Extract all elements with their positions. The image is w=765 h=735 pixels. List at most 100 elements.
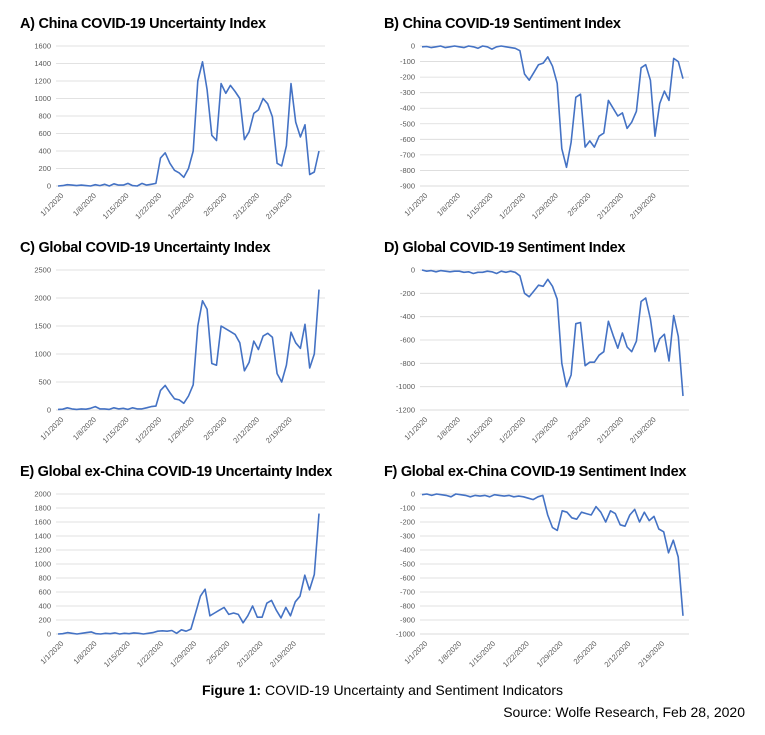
series-line bbox=[421, 493, 684, 616]
chart-title: Global ex-China COVID-19 Uncertainty Ind… bbox=[37, 464, 333, 480]
panel-letter: A) bbox=[20, 16, 35, 32]
y-tick-label: -400 bbox=[400, 312, 415, 321]
x-tick-label: 1/8/2020 bbox=[436, 639, 463, 666]
y-tick-label: 200 bbox=[38, 616, 51, 625]
y-tick-label: -200 bbox=[400, 73, 415, 82]
panel-letter: F) bbox=[384, 464, 398, 480]
y-tick-label: -900 bbox=[400, 616, 415, 625]
x-tick-label: 1/8/2020 bbox=[435, 191, 462, 218]
x-tick-label: 1/1/2020 bbox=[38, 415, 65, 442]
x-tick-label: 1/22/2020 bbox=[497, 415, 527, 445]
y-tick-label: 1000 bbox=[34, 94, 51, 103]
x-tick-label: 1/8/2020 bbox=[71, 415, 98, 442]
y-tick-label: -1000 bbox=[396, 382, 415, 391]
x-tick-label: 2/5/2020 bbox=[566, 191, 593, 218]
x-tick-label: 1/29/2020 bbox=[530, 415, 560, 445]
x-tick-label: 1/15/2020 bbox=[467, 639, 497, 669]
x-tick-label: 1/22/2020 bbox=[133, 415, 163, 445]
chart-global-ex-china-sentiment: 0 -100 -200 -300 -400 -500 -600 -700 -800 -900 -10… bbox=[396, 490, 689, 669]
y-tick-label: 1500 bbox=[34, 322, 51, 331]
y-tick-label: 200 bbox=[38, 164, 51, 173]
y-tick-label: -700 bbox=[400, 588, 415, 597]
y-tick-label: 0 bbox=[47, 182, 51, 191]
x-tick-label: 1/1/2020 bbox=[402, 415, 429, 442]
series-line bbox=[421, 45, 684, 169]
x-tick-label: 1/15/2020 bbox=[465, 415, 495, 445]
y-tick-label: -500 bbox=[400, 560, 415, 569]
x-tick-label: 2/5/2020 bbox=[566, 415, 593, 442]
y-tick-label: 600 bbox=[38, 588, 51, 597]
x-tick-label: 1/15/2020 bbox=[101, 191, 131, 221]
panel-letter: E) bbox=[20, 464, 34, 480]
panel-letter: B) bbox=[384, 16, 399, 32]
series-line bbox=[57, 513, 320, 635]
x-tick-label: 1/29/2020 bbox=[166, 191, 196, 221]
figure-label: Figure 1: bbox=[201, 682, 262, 698]
x-tick-label: 2/5/2020 bbox=[204, 639, 231, 666]
x-tick-label: 1/1/2020 bbox=[402, 191, 429, 218]
x-tick-label: 1/1/2020 bbox=[38, 191, 65, 218]
chart-china-sentiment: 0-100-200-300-400-500-600-700-800-9001/1… bbox=[400, 42, 689, 221]
panel-f: F) Global ex-China COVID-19 Sentiment In… bbox=[384, 464, 759, 689]
x-tick-label: 2/19/2020 bbox=[628, 415, 658, 445]
y-tick-label: 2000 bbox=[34, 490, 51, 499]
panel-d: D) Global COVID-19 Sentiment Index 0 -200… bbox=[384, 240, 759, 465]
x-tick-label: 1/1/2020 bbox=[38, 639, 65, 666]
y-tick-label: -600 bbox=[400, 135, 415, 144]
chart-china-uncertainty: 0 200 400 600 800 1000 1200 1400 1600 1/1/2020 1/8… bbox=[34, 42, 325, 221]
x-tick-label: 1/22/2020 bbox=[497, 191, 527, 221]
panel-title: B) China COVID-19 Sentiment Index bbox=[384, 16, 621, 32]
y-tick-label: 1600 bbox=[34, 42, 51, 51]
x-tick-label: 2/5/2020 bbox=[202, 191, 229, 218]
y-tick-label: 1200 bbox=[34, 77, 51, 86]
y-tick-label: -800 bbox=[400, 359, 415, 368]
y-tick-label: 1600 bbox=[34, 518, 51, 527]
x-tick-label: 2/12/2020 bbox=[595, 191, 625, 221]
x-tick-label: 1/1/2020 bbox=[402, 639, 429, 666]
x-tick-label: 2/19/2020 bbox=[268, 639, 298, 669]
y-tick-label: -100 bbox=[400, 504, 415, 513]
y-tick-label: 0 bbox=[411, 490, 415, 499]
y-tick-label: -500 bbox=[400, 119, 415, 128]
x-tick-label: 1/22/2020 bbox=[135, 639, 165, 669]
y-tick-label: -800 bbox=[400, 602, 415, 611]
panel-e: E) Global ex-China COVID-19 Uncertainty … bbox=[20, 464, 395, 689]
x-tick-label: 2/19/2020 bbox=[628, 191, 658, 221]
y-tick-label: 400 bbox=[38, 602, 51, 611]
y-tick-label: 600 bbox=[38, 129, 51, 138]
y-tick-label: -1200 bbox=[396, 406, 415, 415]
x-tick-label: 2/5/2020 bbox=[202, 415, 229, 442]
y-tick-label: -200 bbox=[400, 289, 415, 298]
y-tick-label: 0 bbox=[411, 266, 415, 275]
x-tick-label: 1/15/2020 bbox=[102, 639, 132, 669]
y-tick-label: 1400 bbox=[34, 59, 51, 68]
figure-caption-text: COVID-19 Uncertainty and Sentiment Indic… bbox=[261, 682, 564, 698]
chart-title: Global COVID-19 Sentiment Index bbox=[402, 240, 626, 256]
x-tick-label: 1/8/2020 bbox=[71, 191, 98, 218]
panel-c: C) Global COVID-19 Uncertainty Index 0 50… bbox=[20, 240, 395, 465]
y-tick-label: -300 bbox=[400, 532, 415, 541]
y-tick-label: 1400 bbox=[34, 532, 51, 541]
panel-title: C) Global COVID-19 Uncertainty Index bbox=[20, 240, 271, 256]
x-tick-label: 1/22/2020 bbox=[501, 639, 531, 669]
chart-global-uncertainty: 0 500 1000 1500 2000 2500 1/1/2020 1/8/2020 1/15… bbox=[34, 266, 325, 445]
y-tick-label: -600 bbox=[400, 336, 415, 345]
y-tick-label: -400 bbox=[400, 546, 415, 555]
x-tick-label: 1/8/2020 bbox=[72, 639, 99, 666]
y-tick-label: 1200 bbox=[34, 546, 51, 555]
x-tick-label: 2/19/2020 bbox=[264, 191, 294, 221]
x-tick-label: 1/15/2020 bbox=[101, 415, 131, 445]
panel-b: B) China COVID-19 Sentiment Index 0 -100 -… bbox=[384, 16, 759, 241]
y-tick-label: 2500 bbox=[34, 266, 51, 275]
x-tick-label: 2/12/2020 bbox=[235, 639, 265, 669]
y-tick-label: -200 bbox=[400, 518, 415, 527]
y-tick-label: 0 bbox=[47, 406, 51, 415]
series-line bbox=[57, 60, 320, 187]
x-tick-label: 2/12/2020 bbox=[231, 191, 261, 221]
y-tick-label: -300 bbox=[400, 88, 415, 97]
y-tick-label: -800 bbox=[400, 166, 415, 175]
x-tick-label: 1/8/2020 bbox=[435, 415, 462, 442]
x-tick-label: 2/5/2020 bbox=[572, 639, 599, 666]
y-tick-label: -1000 bbox=[396, 630, 415, 639]
panel-title: A) China COVID-19 Uncertainty Index bbox=[20, 16, 266, 32]
